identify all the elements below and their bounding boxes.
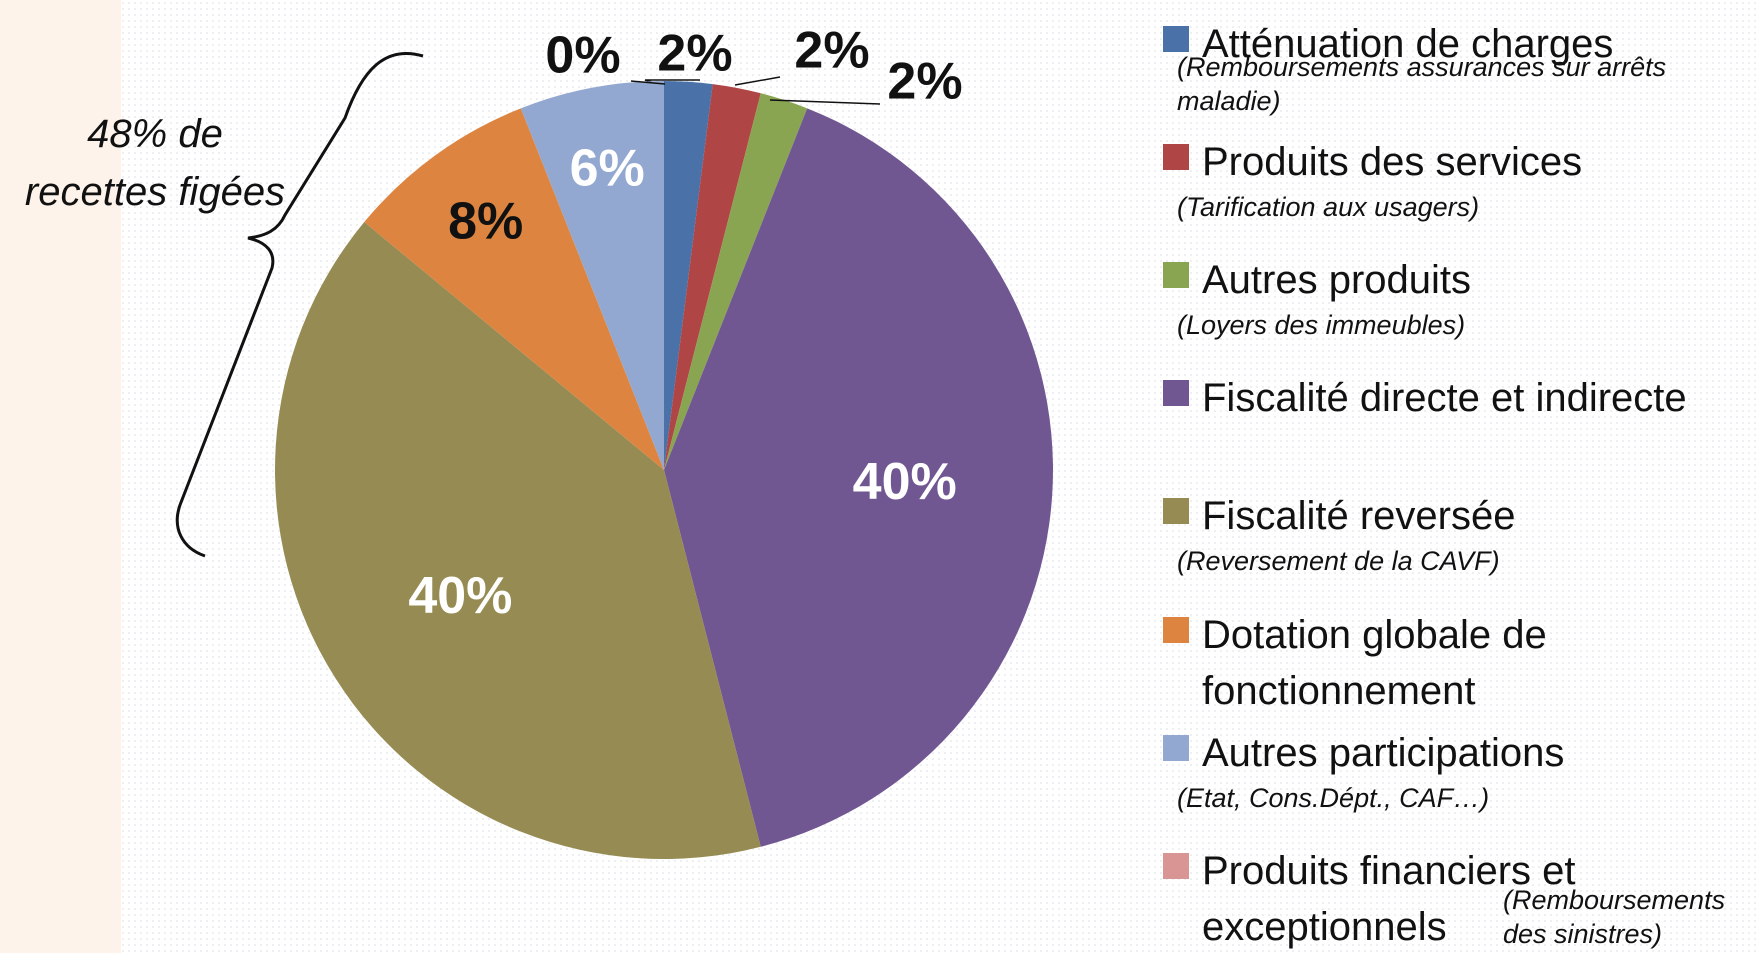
data-label: 2% [887, 53, 962, 111]
pie-slice [520, 81, 664, 470]
pie-slice [664, 84, 761, 470]
data-label: 40% [408, 567, 512, 625]
legend-label: Dotation globale de fonctionnement [1202, 613, 1547, 713]
leader-line [734, 76, 781, 86]
legend-item: Produits financiers et exceptionnels (Rem… [1163, 843, 1753, 953]
pie-slice [664, 93, 808, 470]
data-label: 2% [794, 22, 869, 80]
legend-item: Produits des services (Tarification aux u… [1163, 134, 1753, 224]
legend-label: Produits des services [1202, 140, 1583, 184]
legend-note: (Etat, Cons.Dépt., CAF…) [1177, 783, 1490, 813]
data-label: 2% [657, 25, 732, 83]
legend-swatch [1163, 144, 1189, 170]
pie-slice [275, 222, 761, 860]
legend-note: (Reversement de la CAVF) [1177, 546, 1500, 576]
legend-item: Dotation globale de fonctionnement [1163, 607, 1753, 719]
data-label: 0% [545, 27, 620, 85]
legend-label: Fiscalité reversée [1202, 494, 1516, 538]
legend-note: (Remboursements assurances sur arrêts ma… [1177, 52, 1667, 116]
legend-label: Atténuation de charges [1202, 22, 1614, 66]
data-label: 40% [853, 453, 957, 511]
legend-label: Produits financiers et exceptionnels [1202, 849, 1576, 949]
data-label: 6% [570, 140, 645, 198]
legend-label: Fiscalité directe et indirecte [1202, 376, 1687, 420]
legend-label: Autres produits [1202, 258, 1472, 302]
legend-item: Atténuation de charges (Remboursements as… [1163, 16, 1753, 118]
data-label: 8% [448, 192, 523, 250]
legend-swatch [1163, 26, 1189, 52]
legend-swatch [1163, 380, 1189, 406]
legend-note: (Tarification aux usagers) [1177, 192, 1480, 222]
legend-swatch [1163, 262, 1189, 288]
legend-label: Autres participations [1202, 731, 1565, 775]
pie-slice [364, 108, 664, 470]
leader-line [769, 99, 881, 105]
legend-item: Fiscalité reversée (Reversement de la CAV… [1163, 488, 1753, 578]
pie-slice [664, 108, 1053, 847]
brace [175, 51, 424, 558]
legend-note: (Loyers des immeubles) [1177, 310, 1466, 340]
legend-item: Fiscalité directe et indirecte [1163, 370, 1753, 426]
leader-line [630, 80, 666, 85]
pie-slice [664, 81, 713, 470]
legend-swatch [1163, 853, 1189, 879]
legend-note: (Remboursements des sinistres) [1503, 885, 1726, 949]
legend-swatch [1163, 735, 1189, 761]
legend-item: Autres produits (Loyers des immeubles) [1163, 252, 1753, 342]
legend-item: Autres participations (Etat, Cons.Dépt., … [1163, 725, 1753, 815]
annotation: 48% de [87, 112, 223, 156]
legend-swatch [1163, 617, 1189, 643]
annotation: recettes figées [24, 170, 286, 214]
legend-swatch [1163, 498, 1189, 524]
